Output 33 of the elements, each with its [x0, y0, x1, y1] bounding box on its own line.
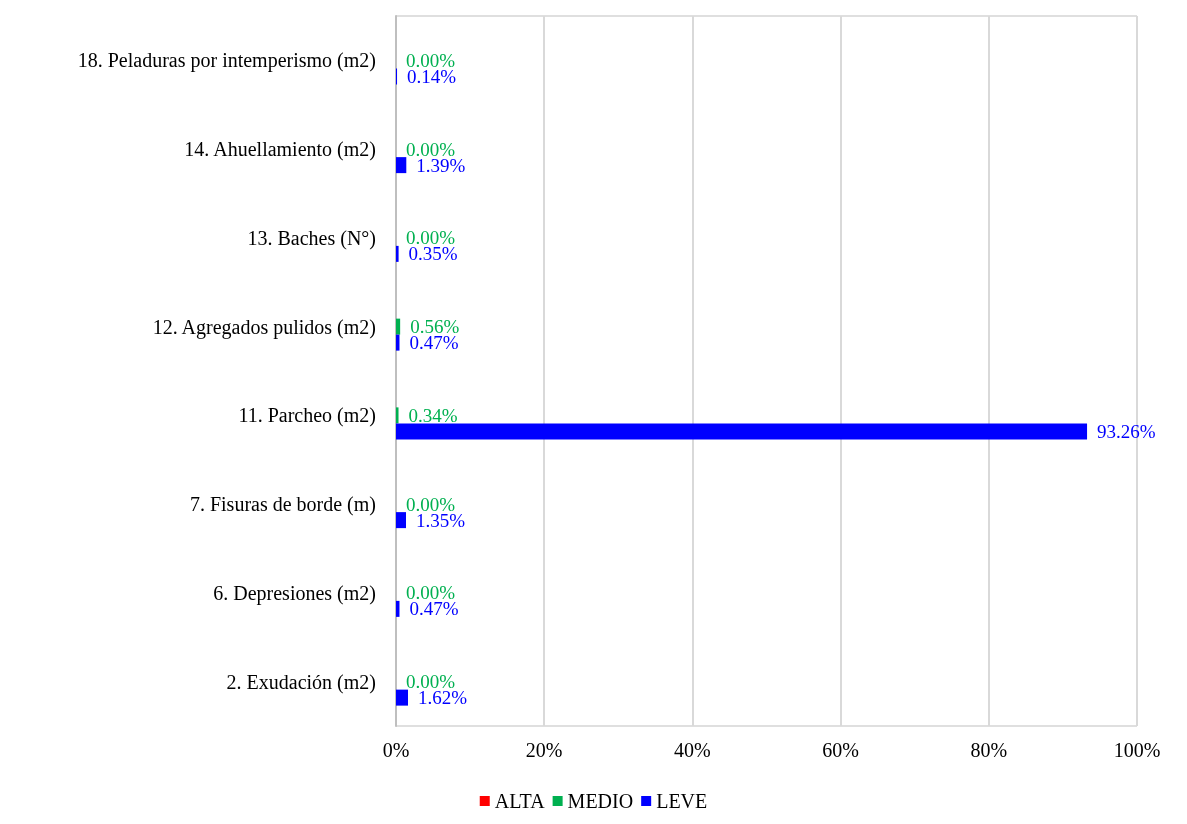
data-label: 0.00% [406, 138, 456, 160]
y-tick-label: 12. Agregados pulidos (m2) [152, 315, 376, 339]
data-label: 0.00% [406, 49, 456, 71]
bar [396, 318, 401, 335]
y-tick-label: 14. Ahuellamiento (m2) [184, 138, 376, 162]
bar [396, 689, 408, 706]
y-tick-label: 6. Depresiones (m2) [213, 581, 376, 605]
bar [396, 157, 407, 174]
x-tick-label: 0% [382, 739, 410, 761]
x-tick-label: 40% [674, 739, 711, 761]
x-tick-label: 100% [1113, 739, 1161, 761]
legend-label: LEVE [656, 790, 708, 812]
x-tick-label: 60% [822, 739, 859, 761]
y-tick-label: 2. Exudación (m2) [226, 670, 376, 694]
data-label: 0.35% [408, 243, 458, 265]
bar [396, 245, 399, 262]
data-label: 0.00% [406, 493, 456, 515]
data-label: 93.26% [1097, 420, 1156, 442]
legend-label: ALTA [494, 790, 546, 812]
data-label: 0.47% [409, 332, 459, 354]
y-tick-label: 13. Baches (N°) [247, 226, 376, 250]
bar [396, 407, 399, 424]
y-tick-label: 11. Parcheo (m2) [238, 404, 376, 428]
y-tick-label: 18. Peladuras por intemperismo (m2) [77, 49, 376, 73]
data-label: 0.34% [408, 404, 458, 426]
data-label: 0.47% [409, 598, 459, 620]
legend-label: MEDIO [567, 790, 634, 812]
data-label: 1.62% [418, 687, 468, 709]
bar [396, 423, 1088, 440]
x-tick-label: 80% [970, 739, 1008, 761]
x-tick-label: 20% [525, 739, 563, 761]
bar [396, 512, 406, 529]
y-tick-label: 7. Fisuras de borde (m) [189, 493, 376, 517]
